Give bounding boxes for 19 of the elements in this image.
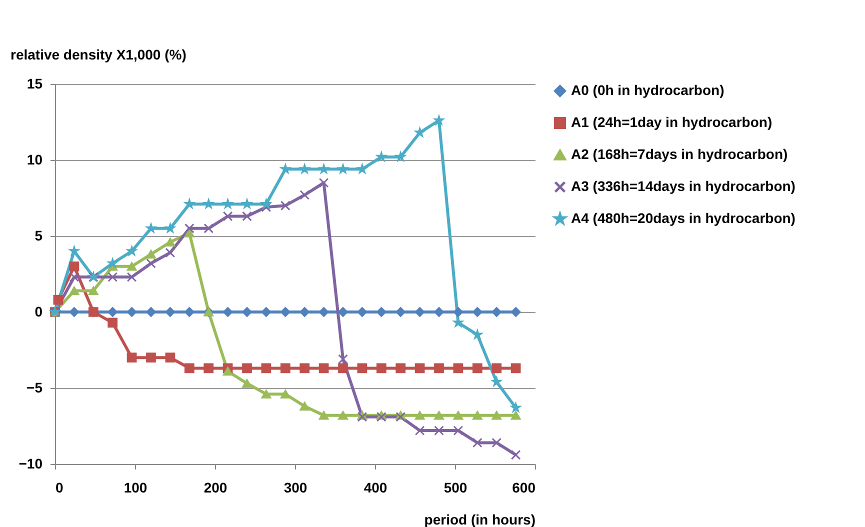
x-tick-label: 400: [364, 480, 388, 496]
legend-label: A3 (336h=14days in hydrocarbon): [571, 178, 796, 194]
legend-label: A1 (24h=1day in hydrocarbon): [571, 114, 772, 130]
y-tick-label: 0: [34, 304, 43, 320]
x-tick-label: 500: [444, 480, 468, 496]
y-axis-title: relative density X1,000 (%): [10, 46, 186, 62]
x-tick-label: 200: [204, 480, 228, 496]
x-tick-label: 0: [56, 480, 64, 496]
y-tick-label: 15: [26, 76, 43, 92]
y-tick-label: −10: [18, 456, 43, 472]
legend-label: A4 (480h=20days in hydrocarbon): [571, 210, 796, 226]
y-tick-label: 5: [34, 228, 43, 244]
y-tick-label: 10: [26, 152, 43, 168]
y-tick-label: −5: [26, 380, 43, 396]
legend-label: A2 (168h=7days in hydrocarbon): [571, 146, 788, 162]
x-tick-label: 100: [124, 480, 148, 496]
x-tick-label: 600: [512, 480, 536, 496]
legend-label: A0 (0h in hydrocarbon): [571, 82, 724, 98]
x-tick-label: 300: [284, 480, 308, 496]
